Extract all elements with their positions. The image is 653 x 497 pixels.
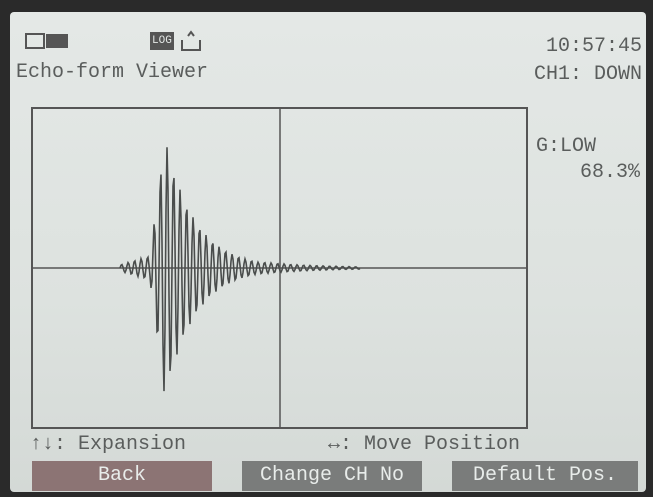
log-label: LOG (152, 30, 172, 52)
battery-icon (26, 34, 68, 48)
page: LOG 10:57:45 Echo-form Viewer CH1: DOWN … (0, 0, 653, 497)
default-position-button[interactable]: Default Pos. (452, 461, 638, 491)
clock: 10:57:45 (546, 36, 642, 58)
hint-move: ↔: Move Position (328, 434, 520, 456)
cloud-icon (182, 32, 200, 50)
hint-expansion: ↑↓: Expansion (30, 434, 186, 456)
channel: CH1: DOWN (534, 64, 642, 86)
gain: G:LOW (536, 136, 596, 158)
gain-percent: 68.3% (580, 162, 640, 184)
screen-title: Echo-form Viewer (16, 62, 208, 84)
device-screen: LOG 10:57:45 Echo-form Viewer CH1: DOWN … (10, 12, 646, 492)
echo-waveform (120, 147, 360, 391)
back-button[interactable]: Back (32, 461, 212, 491)
change-channel-button[interactable]: Change CH No (242, 461, 422, 491)
